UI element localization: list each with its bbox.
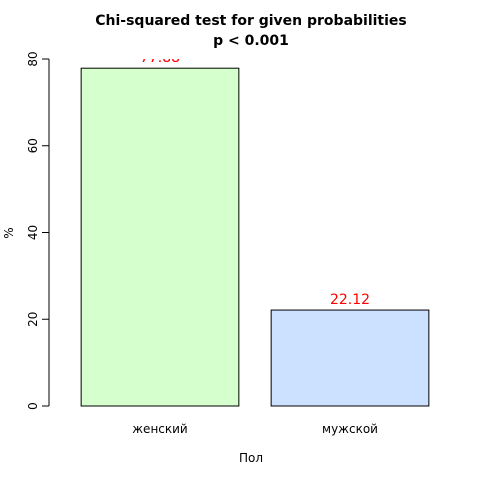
y-tick-label-60: 60 [26, 138, 40, 153]
y-axis: 0 20 40 60 80 [26, 51, 50, 410]
data-label-1: 77.88 [140, 50, 180, 66]
chart-title: Chi-squared test for given probabilities [95, 13, 407, 29]
data-label-2: 22.12 [330, 292, 370, 308]
chart-subtitle: p < 0.001 [213, 33, 289, 49]
data-labels-group: 77.88 22.12 [140, 50, 370, 308]
bars-group [80, 67, 430, 407]
y-tick-label-0: 0 [26, 402, 40, 410]
y-axis-label: % [2, 227, 16, 238]
y-tick-label-80: 80 [26, 51, 40, 66]
x-tick-label-2: мужской [322, 422, 378, 436]
x-axis-label: Пол [239, 451, 263, 465]
y-tick-label-40: 40 [26, 225, 40, 240]
x-tick-label-1: женский [132, 422, 187, 436]
y-tick-label-20: 20 [26, 312, 40, 327]
bar-2 [270, 309, 430, 407]
bar-1 [80, 67, 240, 407]
x-tick-labels: женский мужской [132, 422, 378, 436]
